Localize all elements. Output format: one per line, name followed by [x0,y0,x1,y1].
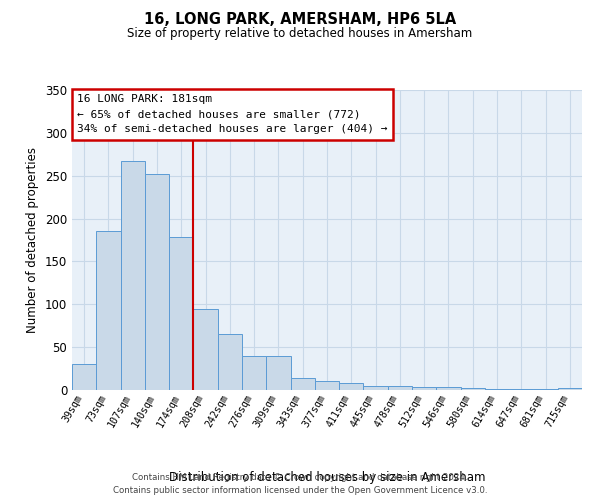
Bar [169,238,193,390]
Bar [218,334,242,390]
Bar [266,356,290,390]
Bar [461,388,485,390]
Bar [315,382,339,390]
Bar [509,389,533,390]
Bar [339,383,364,390]
Text: Size of property relative to detached houses in Amersham: Size of property relative to detached ho… [127,28,473,40]
Text: Contains HM Land Registry data © Crown copyright and database right 2024.: Contains HM Land Registry data © Crown c… [132,474,468,482]
Bar [193,308,218,390]
Bar [145,174,169,390]
Text: Contains public sector information licensed under the Open Government Licence v3: Contains public sector information licen… [113,486,487,495]
Bar [412,386,436,390]
Bar [485,389,509,390]
Text: 16 LONG PARK: 181sqm
← 65% of detached houses are smaller (772)
34% of semi-deta: 16 LONG PARK: 181sqm ← 65% of detached h… [77,94,388,134]
Bar [533,389,558,390]
Bar [436,388,461,390]
Text: 16, LONG PARK, AMERSHAM, HP6 5LA: 16, LONG PARK, AMERSHAM, HP6 5LA [144,12,456,28]
Bar [364,386,388,390]
Bar [121,161,145,390]
Bar [388,386,412,390]
Bar [72,364,96,390]
X-axis label: Distribution of detached houses by size in Amersham: Distribution of detached houses by size … [169,470,485,484]
Bar [242,356,266,390]
Y-axis label: Number of detached properties: Number of detached properties [26,147,40,333]
Bar [558,388,582,390]
Bar [96,230,121,390]
Bar [290,378,315,390]
